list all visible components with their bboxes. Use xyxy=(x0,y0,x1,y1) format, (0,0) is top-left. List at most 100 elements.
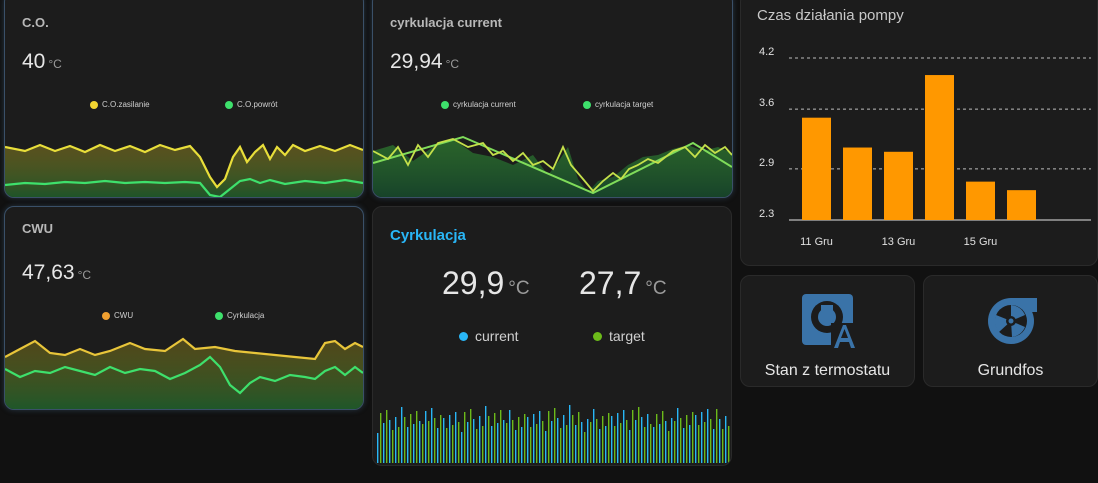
value-number: 29,9 xyxy=(442,265,505,301)
y-tick-label: 2.9 xyxy=(759,157,774,169)
history-bar xyxy=(377,433,379,463)
history-bar xyxy=(611,416,613,463)
stan-z-termostatu-button[interactable]: Stan z termostatu xyxy=(740,275,915,387)
legend-item-cwu[interactable]: CWU xyxy=(102,311,133,320)
legend-item-cyrkulacja[interactable]: Cyrkulacja xyxy=(215,311,264,320)
history-bar xyxy=(563,415,565,463)
cwu-card[interactable]: CWU 47,63 °C CWU Cyrkulacja xyxy=(4,206,364,410)
history-bar xyxy=(494,413,496,463)
history-bar xyxy=(404,417,406,463)
history-bar xyxy=(467,422,469,463)
history-bar xyxy=(518,417,520,463)
temperature-value: 47,63 °C xyxy=(22,261,91,285)
button-label: Grundfos xyxy=(977,362,1044,379)
history-bar xyxy=(509,410,511,463)
history-bar xyxy=(401,407,403,463)
legend-dot xyxy=(583,100,591,109)
temperature-value: 40 °C xyxy=(22,50,62,74)
bar-14-gru[interactable] xyxy=(925,75,954,220)
history-bar xyxy=(479,416,481,463)
history-bar xyxy=(419,421,421,463)
cwu-sparkline xyxy=(5,337,363,409)
history-bar xyxy=(557,418,559,463)
legend-dot xyxy=(225,100,233,109)
history-bar xyxy=(536,424,538,463)
legend-item-cyrk-current[interactable]: cyrkulacja current xyxy=(441,100,516,109)
legend-label: C.O.zasilanie xyxy=(102,100,150,109)
history-bar xyxy=(704,422,706,463)
history-bar xyxy=(671,418,673,463)
chart-title: Czas działania pompy xyxy=(757,7,904,24)
history-bar xyxy=(458,422,460,463)
history-bar xyxy=(584,432,586,463)
pump-chart-card[interactable]: Czas działania pompy 4.2 3.6 2.9 2.3 11 Gru 1… xyxy=(740,0,1098,266)
legend-item-co-return[interactable]: C.O.powrót xyxy=(225,100,277,109)
bar-15-gru[interactable] xyxy=(966,181,995,220)
history-bar xyxy=(653,427,655,463)
legend-dot xyxy=(593,331,602,341)
bar-11-gru[interactable] xyxy=(802,117,831,220)
history-bar xyxy=(632,410,634,463)
history-bar xyxy=(497,423,499,463)
history-bar xyxy=(569,405,571,463)
legend-label: cyrkulacja current xyxy=(453,100,516,109)
legend-label: C.O.powrót xyxy=(237,100,278,109)
history-bar xyxy=(722,429,724,463)
legend-dot xyxy=(102,311,110,320)
history-bar xyxy=(452,425,454,463)
history-bar xyxy=(533,414,535,463)
history-bar xyxy=(593,409,595,463)
value-unit: °C xyxy=(48,57,62,71)
cyrkulacja-current-card[interactable]: cyrkulacja current 29,94 °C cyrkulacja cu… xyxy=(372,0,733,198)
history-bar xyxy=(470,409,472,463)
co-supply-line xyxy=(5,143,363,189)
legend-label: Cyrkulacja xyxy=(227,311,265,320)
history-bar xyxy=(560,428,562,463)
history-bar xyxy=(530,427,532,463)
history-bar xyxy=(578,412,580,463)
history-bar xyxy=(548,411,550,463)
current-temperature: 29,9 °C xyxy=(442,265,530,302)
history-bar xyxy=(410,414,412,463)
history-bar xyxy=(707,409,709,463)
history-bar xyxy=(380,413,382,463)
history-bar xyxy=(638,407,640,463)
co-return-line xyxy=(5,177,363,197)
history-bar xyxy=(389,420,391,463)
legend-item-target[interactable]: target xyxy=(593,328,645,344)
history-bar xyxy=(383,423,385,463)
history-bar xyxy=(686,415,688,463)
cyrk-target-line xyxy=(373,135,732,195)
history-bar xyxy=(680,418,682,463)
grundfos-button[interactable]: Grundfos xyxy=(923,275,1098,387)
bar-13-gru[interactable] xyxy=(884,151,913,220)
history-bar xyxy=(629,430,631,463)
y-tick-label: 4.2 xyxy=(759,46,774,58)
history-bar xyxy=(503,420,505,463)
bar-16-gru[interactable] xyxy=(1007,190,1036,220)
history-bar xyxy=(674,421,676,463)
value-unit: °C xyxy=(508,278,530,299)
legend-item-current[interactable]: current xyxy=(459,328,519,344)
legend-item-co-supply[interactable]: C.O.zasilanie xyxy=(90,100,150,109)
legend-item-cyrk-target[interactable]: cyrkulacja target xyxy=(583,100,653,109)
history-bar xyxy=(392,430,394,463)
card-title: cyrkulacja current xyxy=(390,15,503,30)
history-bar xyxy=(608,413,610,463)
legend-label: CWU xyxy=(114,311,134,320)
history-bar xyxy=(647,414,649,463)
history-bar xyxy=(605,426,607,463)
history-bar xyxy=(425,411,427,463)
cyrkulacja-card[interactable]: Cyrkulacja 29,9 °C 27,7 °C current target xyxy=(372,206,732,466)
pump-bar-chart: 4.2 3.6 2.9 2.3 11 Gru 13 Gru 15 Gru xyxy=(759,46,1091,248)
history-bar xyxy=(554,408,556,463)
history-bar xyxy=(542,421,544,463)
thermostat-auto-icon xyxy=(802,294,857,349)
co-card[interactable]: C.O. 40 °C C.O.zasilanie C.O.powrót xyxy=(4,0,364,198)
history-bar xyxy=(527,417,529,463)
value-number: 27,7 xyxy=(579,265,642,301)
history-bar xyxy=(587,419,589,463)
history-bar xyxy=(689,425,691,463)
bar-12-gru[interactable] xyxy=(843,147,872,220)
history-bar xyxy=(602,416,604,463)
